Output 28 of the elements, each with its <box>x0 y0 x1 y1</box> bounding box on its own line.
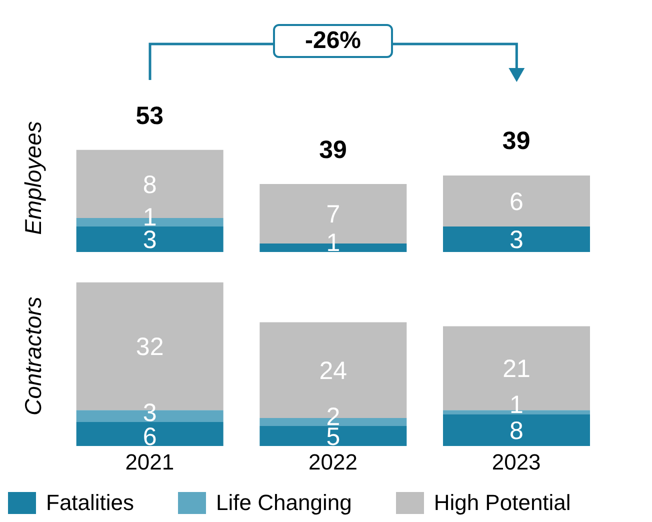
data-label: 6 <box>510 188 524 216</box>
text: 53 <box>134 102 165 131</box>
bar <box>260 426 407 446</box>
legend-label: Fatalities <box>46 490 134 516</box>
data-label: 3 <box>142 226 157 254</box>
bar <box>76 422 224 446</box>
text: -26% <box>273 24 393 58</box>
data-label: 8 <box>510 417 524 446</box>
data-label: 7 <box>326 200 340 229</box>
x-tick-label: 2023 <box>492 450 541 475</box>
x-tick-label: 2022 <box>308 450 358 475</box>
data-label: 24 <box>319 357 348 386</box>
data-label: 21 <box>502 355 530 384</box>
y-axis-title: Contractors <box>20 296 46 416</box>
x-tick-label: 2021 <box>125 450 174 475</box>
data-label: 3 <box>510 226 524 254</box>
data-label: 6 <box>142 423 157 451</box>
legend-label: Life Changing <box>216 490 352 516</box>
data-label: 32 <box>136 333 164 362</box>
legend-label: High Potential <box>434 490 571 516</box>
y-axis-title: Employees <box>20 120 46 235</box>
annotation: 39 <box>501 127 532 156</box>
bar <box>443 175 590 226</box>
data-label: 8 <box>142 170 157 199</box>
annotation: 39 <box>318 136 348 165</box>
bar <box>76 226 224 252</box>
bar <box>443 414 590 446</box>
bar <box>443 226 590 252</box>
